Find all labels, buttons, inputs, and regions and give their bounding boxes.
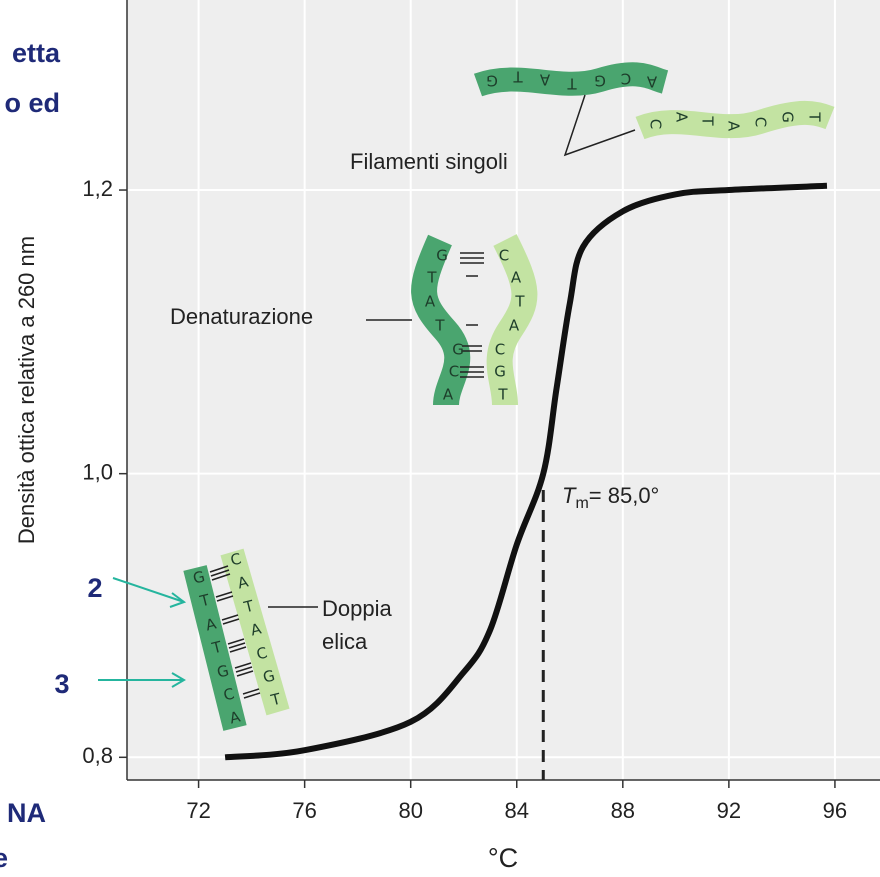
y-tick-label: 0,8 — [82, 743, 113, 768]
x-axis-title: °C — [488, 843, 518, 873]
chart: GTATGCACATACGTGTATGCACATACGTGTATGCACATAC… — [0, 0, 880, 877]
x-tick-label: 84 — [505, 798, 529, 823]
nucleotide: G — [452, 341, 464, 359]
nucleotide: A — [509, 317, 520, 335]
nucleotide: G — [494, 363, 506, 381]
side-text: e — [0, 843, 8, 873]
x-tick-label: 96 — [823, 798, 847, 823]
marker: 2 — [87, 573, 102, 603]
nucleotide: T — [513, 68, 524, 86]
marker: 3 — [54, 669, 69, 699]
side-text: NA — [7, 798, 46, 828]
x-tick-label: 92 — [717, 798, 741, 823]
nucleotide: A — [646, 73, 657, 91]
y-tick-label: 1,2 — [82, 176, 113, 201]
nucleotide: T — [699, 115, 717, 126]
x-tick-label: 76 — [292, 798, 316, 823]
tm-value: = 85,0° — [589, 483, 660, 508]
nucleotide: A — [725, 121, 743, 132]
nucleotide: G — [594, 72, 606, 90]
nucleotide: T — [567, 75, 578, 93]
x-tick-label: 72 — [186, 798, 210, 823]
annotation: Filamenti singoli — [350, 149, 508, 174]
nucleotide: T — [806, 111, 824, 122]
side-text: etta — [12, 38, 61, 68]
side-text: o ed — [4, 88, 60, 118]
nucleotide: T — [426, 269, 437, 287]
nucleotide: C — [495, 341, 505, 359]
nucleotide: A — [425, 293, 436, 311]
y-tick-label: 1,0 — [82, 459, 113, 484]
annotation: Doppia — [322, 596, 392, 621]
y-axis-title: Densità ottica relativa a 260 nm — [14, 236, 39, 544]
annotation: elica — [322, 629, 368, 654]
tm-subscript: m — [575, 495, 588, 512]
nucleotide: G — [436, 247, 448, 265]
nucleotide: C — [499, 247, 509, 265]
nucleotide: C — [621, 70, 631, 88]
annotation: Denaturazione — [170, 304, 313, 329]
nucleotide: T — [514, 293, 525, 311]
nucleotide: C — [752, 117, 770, 127]
nucleotide: T — [434, 317, 445, 335]
nucleotide: C — [449, 363, 459, 381]
x-tick-label: 88 — [611, 798, 635, 823]
nucleotide: A — [511, 269, 522, 287]
page: {"chart_data": {"type": "line", "x": [73… — [0, 0, 880, 877]
nucleotide: G — [779, 111, 797, 123]
nucleotide: A — [673, 112, 691, 123]
nucleotide: G — [486, 72, 498, 90]
nucleotide: A — [443, 386, 454, 404]
x-tick-label: 80 — [398, 798, 422, 823]
nucleotide: C — [647, 119, 665, 129]
nucleotide: A — [539, 71, 550, 89]
nucleotide: T — [497, 386, 508, 404]
